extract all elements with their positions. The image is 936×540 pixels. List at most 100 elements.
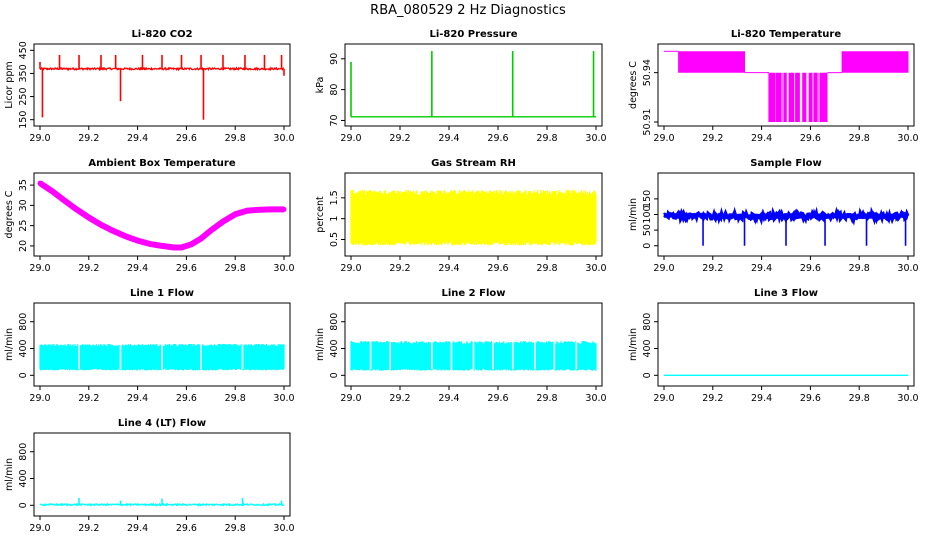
chart-4-xtick-label-0: 29.0 bbox=[29, 263, 50, 274]
chart-4-title: Ambient Box Temperature bbox=[88, 158, 235, 169]
chart-4-ytick-label-0: 20 bbox=[18, 240, 29, 252]
chart-6-marks bbox=[663, 206, 910, 246]
chart-6-xtick-label-2: 29.4 bbox=[751, 263, 772, 274]
chart-6-xtick-label-5: 30.0 bbox=[897, 263, 918, 274]
chart-4-ytick-label-1: 25 bbox=[18, 220, 29, 232]
chart-7-xtick-label-2: 29.4 bbox=[127, 393, 148, 404]
chart-4-point-20 bbox=[269, 206, 275, 212]
chart-6-xtick-label-3: 29.6 bbox=[800, 263, 821, 274]
chart-9-ytick-label-1: 400 bbox=[642, 339, 653, 357]
chart-7-ylabel: ml/min bbox=[4, 328, 15, 361]
chart-9-xtick-label-2: 29.4 bbox=[751, 393, 772, 404]
chart-6-xtick-label-4: 29.8 bbox=[849, 263, 870, 274]
chart-4-xtick-label-2: 29.4 bbox=[127, 263, 148, 274]
chart-4-xtick-label-3: 29.6 bbox=[176, 263, 197, 274]
chart-2-plot-frame bbox=[344, 43, 603, 127]
chart-7-xtick-label-4: 29.8 bbox=[225, 393, 246, 404]
chart-5-ylabel: percent bbox=[315, 196, 326, 233]
chart-4-point-10 bbox=[159, 243, 165, 249]
chart-10-ytick-label-0: 0 bbox=[18, 502, 29, 508]
chart-2-ytick-label-1: 80 bbox=[329, 84, 340, 96]
chart-3: Li-820 Temperature degrees C 29.0 29.2 29.4 2… bbox=[628, 29, 919, 144]
chart-1-ylabel: Licor ppm bbox=[4, 61, 15, 108]
chart-3-ytick-label-1: 50.94 bbox=[642, 59, 653, 86]
chart-9-ylabel: ml/min bbox=[628, 328, 639, 361]
chart-5-xtick-label-5: 30.0 bbox=[585, 263, 606, 274]
chart-8-ytick-label-2: 800 bbox=[329, 313, 340, 331]
chart-9-xtick-label-5: 30.0 bbox=[897, 393, 918, 404]
chart-9: Line 3 Flow ml/min 29.0 29.2 29.4 29.6 29.8 30.… bbox=[628, 288, 919, 404]
chart-7-xtick-label-3: 29.6 bbox=[176, 393, 197, 404]
chart-10-plot-frame bbox=[33, 432, 291, 517]
chart-8-xtick-label-2: 29.4 bbox=[438, 393, 459, 404]
chart-2-xtick-label-2: 29.4 bbox=[438, 133, 459, 144]
chart-4-point-3 bbox=[74, 206, 80, 212]
chart-4-point-1 bbox=[49, 188, 55, 194]
chart-4-xtick-label-1: 29.2 bbox=[78, 263, 99, 274]
chart-8-title: Line 2 Flow bbox=[442, 288, 506, 299]
chart-10-ytick-label-2: 800 bbox=[18, 443, 29, 461]
chart-1-ytick-label-2: 350 bbox=[18, 64, 29, 82]
chart-8-plot-frame bbox=[344, 302, 603, 387]
chart-2-ylabel: kPa bbox=[315, 77, 326, 94]
chart-5-xtick-label-4: 29.8 bbox=[536, 263, 557, 274]
chart-5-ytick-label-0: 0.5 bbox=[329, 232, 340, 247]
chart-8-ylabel: ml/min bbox=[315, 328, 326, 361]
chart-6-ytick-label-2: 100 bbox=[642, 205, 653, 223]
panels-container: Li-820 CO2 Licor ppm 29.0 29.2 29.4 29.6 29.8 3… bbox=[4, 29, 919, 534]
chart-3-xtick-label-4: 29.8 bbox=[849, 133, 870, 144]
chart-9-xtick-label-3: 29.6 bbox=[800, 393, 821, 404]
chart-6-ytick-label-0: 0 bbox=[642, 243, 653, 249]
chart-4-point-2 bbox=[61, 198, 67, 204]
chart-4-point-11 bbox=[171, 245, 177, 251]
chart-4-point-4 bbox=[86, 215, 92, 221]
chart-4-series-line bbox=[38, 180, 284, 251]
chart-8-ytick-label-1: 400 bbox=[329, 339, 340, 357]
chart-3-xtick-label-2: 29.4 bbox=[751, 133, 772, 144]
chart-3-title: Li-820 Temperature bbox=[731, 29, 841, 40]
chart-1-xtick-label-4: 29.8 bbox=[225, 133, 246, 144]
chart-3-marks bbox=[664, 50, 909, 122]
chart-10-ytick-label-1: 400 bbox=[18, 469, 29, 487]
chart-1-ytick-label-3: 450 bbox=[18, 41, 29, 59]
chart-7-plot-frame bbox=[33, 302, 291, 387]
chart-4-point-0 bbox=[37, 180, 43, 186]
chart-4-point-16 bbox=[220, 219, 226, 225]
chart-2-ytick-label-0: 70 bbox=[329, 114, 340, 126]
chart-3-segment-3 bbox=[768, 72, 828, 122]
chart-7-title: Line 1 Flow bbox=[130, 288, 194, 299]
chart-2-xtick-label-1: 29.2 bbox=[389, 133, 410, 144]
chart-9-xtick-label-1: 29.2 bbox=[702, 393, 723, 404]
chart-4-ytick-label-2: 30 bbox=[18, 199, 29, 211]
chart-7-ytick-label-0: 0 bbox=[18, 372, 29, 378]
chart-3-plot-frame bbox=[657, 43, 915, 127]
chart-2-xtick-label-3: 29.6 bbox=[487, 133, 508, 144]
chart-6-xtick-label-0: 29.0 bbox=[653, 263, 674, 274]
figure-title: RBA_080529 2 Hz Diagnostics bbox=[370, 3, 566, 18]
chart-6-ytick-label-3: 150 bbox=[642, 190, 653, 208]
chart-9-ytick-label-2: 800 bbox=[642, 313, 653, 331]
chart-4-point-8 bbox=[135, 238, 141, 244]
chart-4-point-6 bbox=[110, 228, 116, 234]
chart-1-marks bbox=[39, 54, 285, 120]
chart-9-xtick-label-0: 29.0 bbox=[653, 393, 674, 404]
chart-5: Gas Stream RH percent 29.0 29.2 29.4 29.6 29.8… bbox=[315, 158, 607, 274]
chart-2-xtick-label-4: 29.8 bbox=[536, 133, 557, 144]
chart-8: Line 2 Flow ml/min 29.0 29.2 29.4 29.6 29.8 30.… bbox=[315, 288, 607, 404]
chart-3-ytick-label-0: 50.91 bbox=[642, 108, 653, 135]
chart-1-xtick-label-1: 29.2 bbox=[78, 133, 99, 144]
chart-5-xtick-label-1: 29.2 bbox=[389, 263, 410, 274]
chart-4-point-19 bbox=[257, 207, 263, 213]
chart-9-xtick-label-4: 29.8 bbox=[849, 393, 870, 404]
chart-7-ytick-label-2: 800 bbox=[18, 313, 29, 331]
chart-6-ytick-label-1: 50 bbox=[642, 224, 653, 236]
chart-10: Line 4 (LT) Flow ml/min 29.0 29.2 29.4 29.6 29… bbox=[4, 418, 295, 534]
chart-7-xtick-label-5: 30.0 bbox=[273, 393, 294, 404]
chart-8-xtick-label-4: 29.8 bbox=[536, 393, 557, 404]
chart-4-point-17 bbox=[232, 211, 238, 217]
chart-10-ylabel: ml/min bbox=[4, 458, 15, 491]
chart-10-marks bbox=[39, 497, 285, 507]
chart-4-ytick-label-3: 35 bbox=[18, 179, 29, 191]
chart-10-xtick-label-1: 29.2 bbox=[78, 523, 99, 534]
chart-10-xtick-label-5: 30.0 bbox=[273, 523, 294, 534]
